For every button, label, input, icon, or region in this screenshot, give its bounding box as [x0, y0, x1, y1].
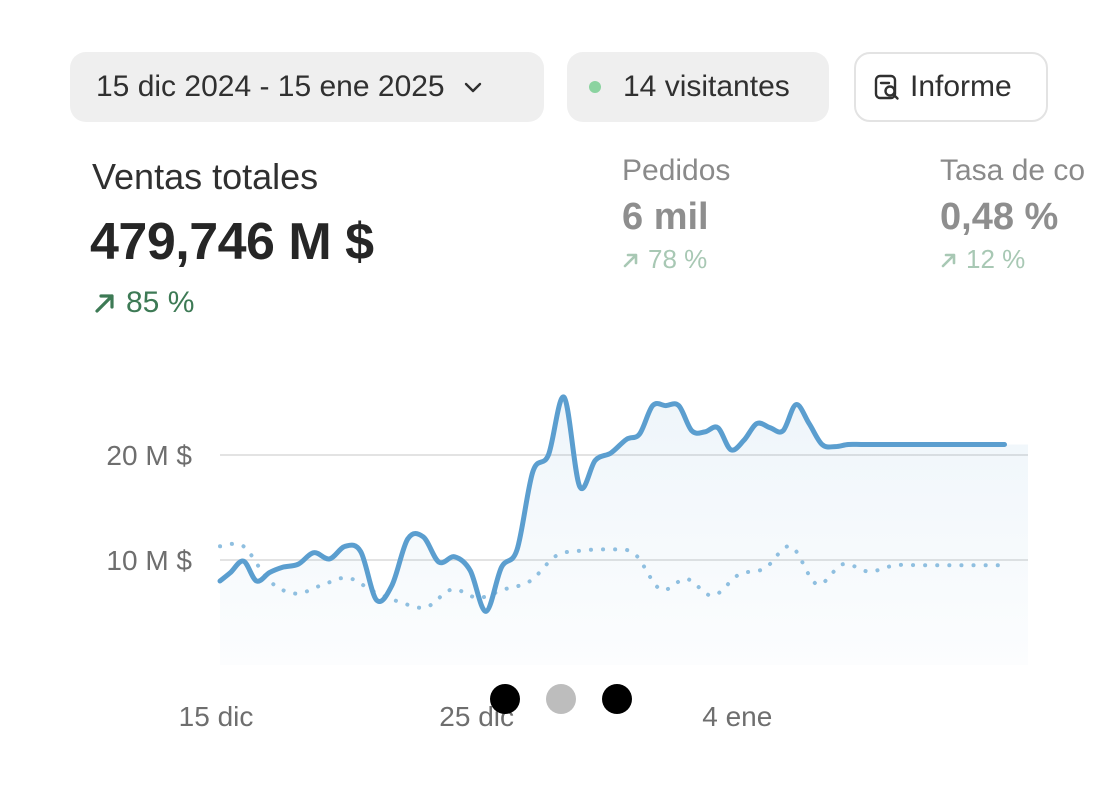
report-label: Informe	[910, 70, 1012, 103]
report-button[interactable]: Informe	[854, 52, 1048, 122]
y-tick-label: 20 M $	[106, 440, 192, 471]
carousel-pager	[490, 684, 632, 714]
conversion-change-value: 12 %	[966, 244, 1026, 274]
total-sales-value: 479,746 M $	[90, 213, 374, 271]
x-tick-label: 15 dic	[179, 701, 254, 732]
report-search-icon	[874, 74, 899, 100]
chevron-down-icon	[464, 82, 481, 93]
arrow-up-right-icon	[95, 294, 114, 313]
visitors-label: 14 visitantes	[623, 70, 790, 103]
conversion-label: Tasa de co	[940, 154, 1086, 187]
current-series-area	[220, 396, 1028, 665]
orders-value: 6 mil	[622, 196, 709, 238]
current-series-line	[217, 394, 1007, 614]
orders-change-value: 78 %	[648, 244, 708, 274]
live-visitors-pill[interactable]: 14 visitantes	[567, 52, 829, 122]
x-tick-label: 4 ene	[702, 701, 772, 732]
conversion-value: 0,48 %	[940, 196, 1059, 238]
total-sales-label: Ventas totales	[92, 156, 319, 197]
sales-chart: 10 M $20 M $ 15 dic 25 dic 4 ene	[106, 394, 1028, 732]
y-tick-label: 10 M $	[106, 545, 192, 576]
live-status-dot	[589, 81, 601, 93]
arrow-up-right-icon	[623, 253, 638, 267]
conversion-change: 12 %	[940, 244, 1025, 275]
date-range-selector[interactable]: 15 dic 2024 - 15 ene 2025	[70, 52, 544, 122]
total-sales-change-value: 85 %	[126, 286, 195, 319]
pager-dot[interactable]	[602, 684, 632, 714]
orders-change: 78 %	[622, 244, 707, 275]
pager-dot-active[interactable]	[546, 684, 576, 714]
pager-dot[interactable]	[490, 684, 520, 714]
orders-label: Pedidos	[622, 154, 731, 187]
arrow-up-right-icon	[941, 253, 956, 267]
total-sales-change: 85 %	[92, 286, 194, 320]
date-range-label: 15 dic 2024 - 15 ene 2025	[96, 70, 445, 103]
